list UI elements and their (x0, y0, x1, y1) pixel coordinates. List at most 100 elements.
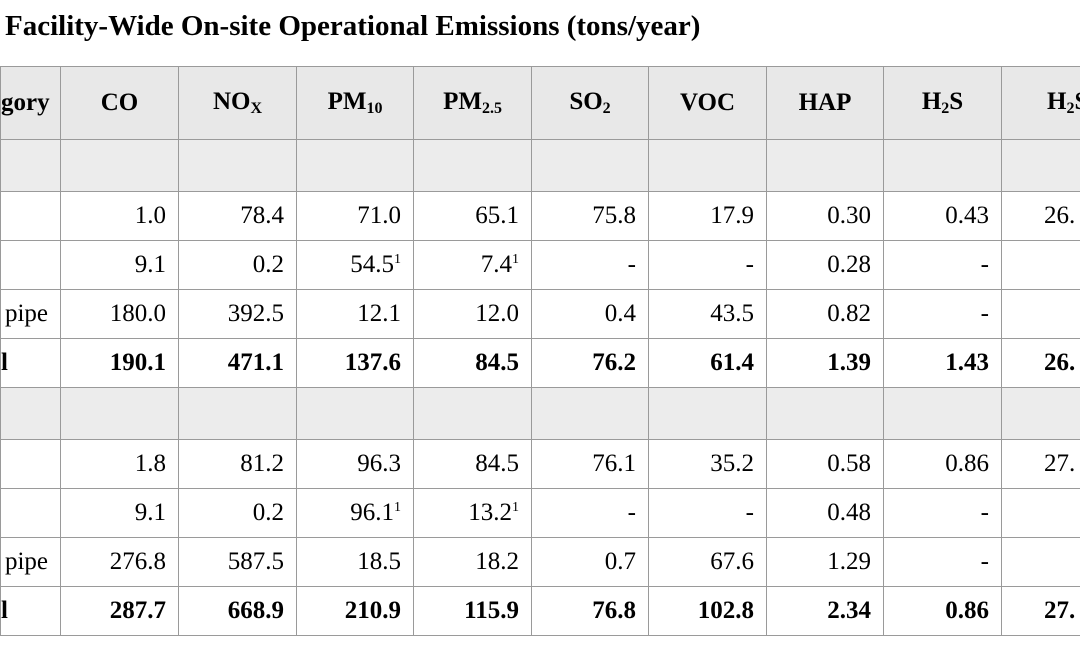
cell (296, 139, 414, 192)
cell-text: 12.0 (475, 300, 519, 327)
cell: 0.48 (766, 488, 884, 538)
cell: 1.39 (766, 338, 884, 388)
cell (766, 139, 884, 192)
cell: 2.34 (766, 586, 884, 636)
header-cell: PM10 (296, 66, 414, 140)
cell (1001, 240, 1080, 290)
cell: 12.0 (413, 289, 532, 339)
cell: 0.43 (883, 191, 1002, 241)
cell (766, 387, 884, 440)
cell: 75.8 (531, 191, 649, 241)
cell (883, 387, 1002, 440)
cell-text: 0.86 (945, 450, 989, 477)
cell: 668.9 (178, 586, 297, 636)
cell-text: 392.5 (227, 300, 284, 327)
cell: 76.8 (531, 586, 649, 636)
header-cell: SO2 (531, 66, 649, 140)
cell-text: 102.8 (697, 597, 754, 624)
cell: 0.30 (766, 191, 884, 241)
cell: 12.1 (296, 289, 414, 339)
cell-text: 54.5 (350, 251, 394, 278)
cell: 96.11 (296, 488, 414, 538)
cell-text: 0.58 (827, 450, 871, 477)
cell-text: 1.8 (134, 450, 166, 477)
cell (178, 387, 297, 440)
cell: 96.3 (296, 439, 414, 489)
cell-text: 18.2 (475, 548, 519, 575)
cell-text: 43.5 (710, 300, 754, 327)
cell: 81.2 (178, 439, 297, 489)
cell: 180.0 (60, 289, 179, 339)
cell-text: 18.5 (357, 548, 401, 575)
cell: 190.1 (60, 338, 179, 388)
cell: 9.1 (60, 488, 179, 538)
subscript: X (250, 100, 263, 117)
cell-text: 0.82 (827, 300, 871, 327)
cell-text: 76.1 (592, 450, 636, 477)
cell (1001, 289, 1080, 339)
cell: 0.82 (766, 289, 884, 339)
cell (1001, 537, 1080, 587)
cell: 71.0 (296, 191, 414, 241)
cell-text: 13.2 (468, 499, 512, 526)
cell-text: 76.8 (592, 597, 636, 624)
cell (413, 387, 532, 440)
subscript: 2 (602, 100, 611, 117)
cell-text: H (1047, 88, 1067, 115)
cell (0, 488, 61, 538)
cell: 0.2 (178, 488, 297, 538)
cell: 26. (1001, 191, 1080, 241)
cell-text: 9.1 (134, 499, 166, 526)
cell-text: 1.29 (827, 548, 871, 575)
cell: 67.6 (648, 537, 767, 587)
table-title: Facility-Wide On-site Operational Emissi… (5, 10, 701, 42)
cell-text: H (921, 88, 942, 115)
cell-text: PM (443, 88, 482, 115)
header-cell: H2SO (1001, 66, 1080, 140)
cell: 1.29 (766, 537, 884, 587)
cell-text: pipe (4, 548, 48, 575)
cell (648, 387, 767, 440)
data-row: pipe 276.8 587.5 18.5 18.2 0.7 67.6 1.29 - (0, 537, 1080, 587)
cell-text: 0.86 (945, 597, 989, 624)
cell: 18.2 (413, 537, 532, 587)
cell: 7.41 (413, 240, 532, 290)
cell-text: 76.2 (592, 349, 636, 376)
header-cell: CO (60, 66, 179, 140)
cell-text: - (980, 251, 989, 278)
cell-text: 180.0 (109, 300, 166, 327)
cell-text: CO (100, 89, 139, 116)
cell-text: 26. (1044, 349, 1076, 376)
cell-text: 27. (1044, 597, 1076, 624)
cell (1001, 387, 1080, 440)
cell (0, 240, 61, 290)
cell: 54.51 (296, 240, 414, 290)
cell: 1.8 (60, 439, 179, 489)
cell (60, 139, 179, 192)
subscript: 2.5 (481, 100, 502, 117)
cell: 76.1 (531, 439, 649, 489)
cell-text: - (627, 499, 636, 526)
cell (0, 387, 61, 440)
cell-text: 0.48 (827, 499, 871, 526)
cell-text: 61.4 (710, 349, 754, 376)
data-row: 9.1 0.2 54.51 7.41- -0.28- (0, 240, 1080, 290)
total-row: l 190.1 471.1 137.6 84.5 76.2 61.4 1.39 1.43 26. (0, 338, 1080, 388)
cell-text: 67.6 (710, 548, 754, 575)
cell-text: l (1, 597, 8, 624)
cell-text: 17.9 (710, 202, 754, 229)
header-cell: VOC (648, 66, 767, 140)
cell: 0.86 (883, 439, 1002, 489)
cell: - (883, 289, 1002, 339)
cell: 115.9 (413, 586, 532, 636)
cell: 0.28 (766, 240, 884, 290)
cell: 84.5 (413, 338, 532, 388)
cell-text: 84.5 (475, 349, 519, 376)
cell-text: 210.9 (344, 597, 401, 624)
cell-text: 96.3 (357, 450, 401, 477)
cell-text: - (745, 251, 754, 278)
cell-text: gory (1, 89, 50, 116)
cell-text: 1.39 (827, 349, 871, 376)
cell-text: l (1, 349, 8, 376)
cell: 287.7 (60, 586, 179, 636)
